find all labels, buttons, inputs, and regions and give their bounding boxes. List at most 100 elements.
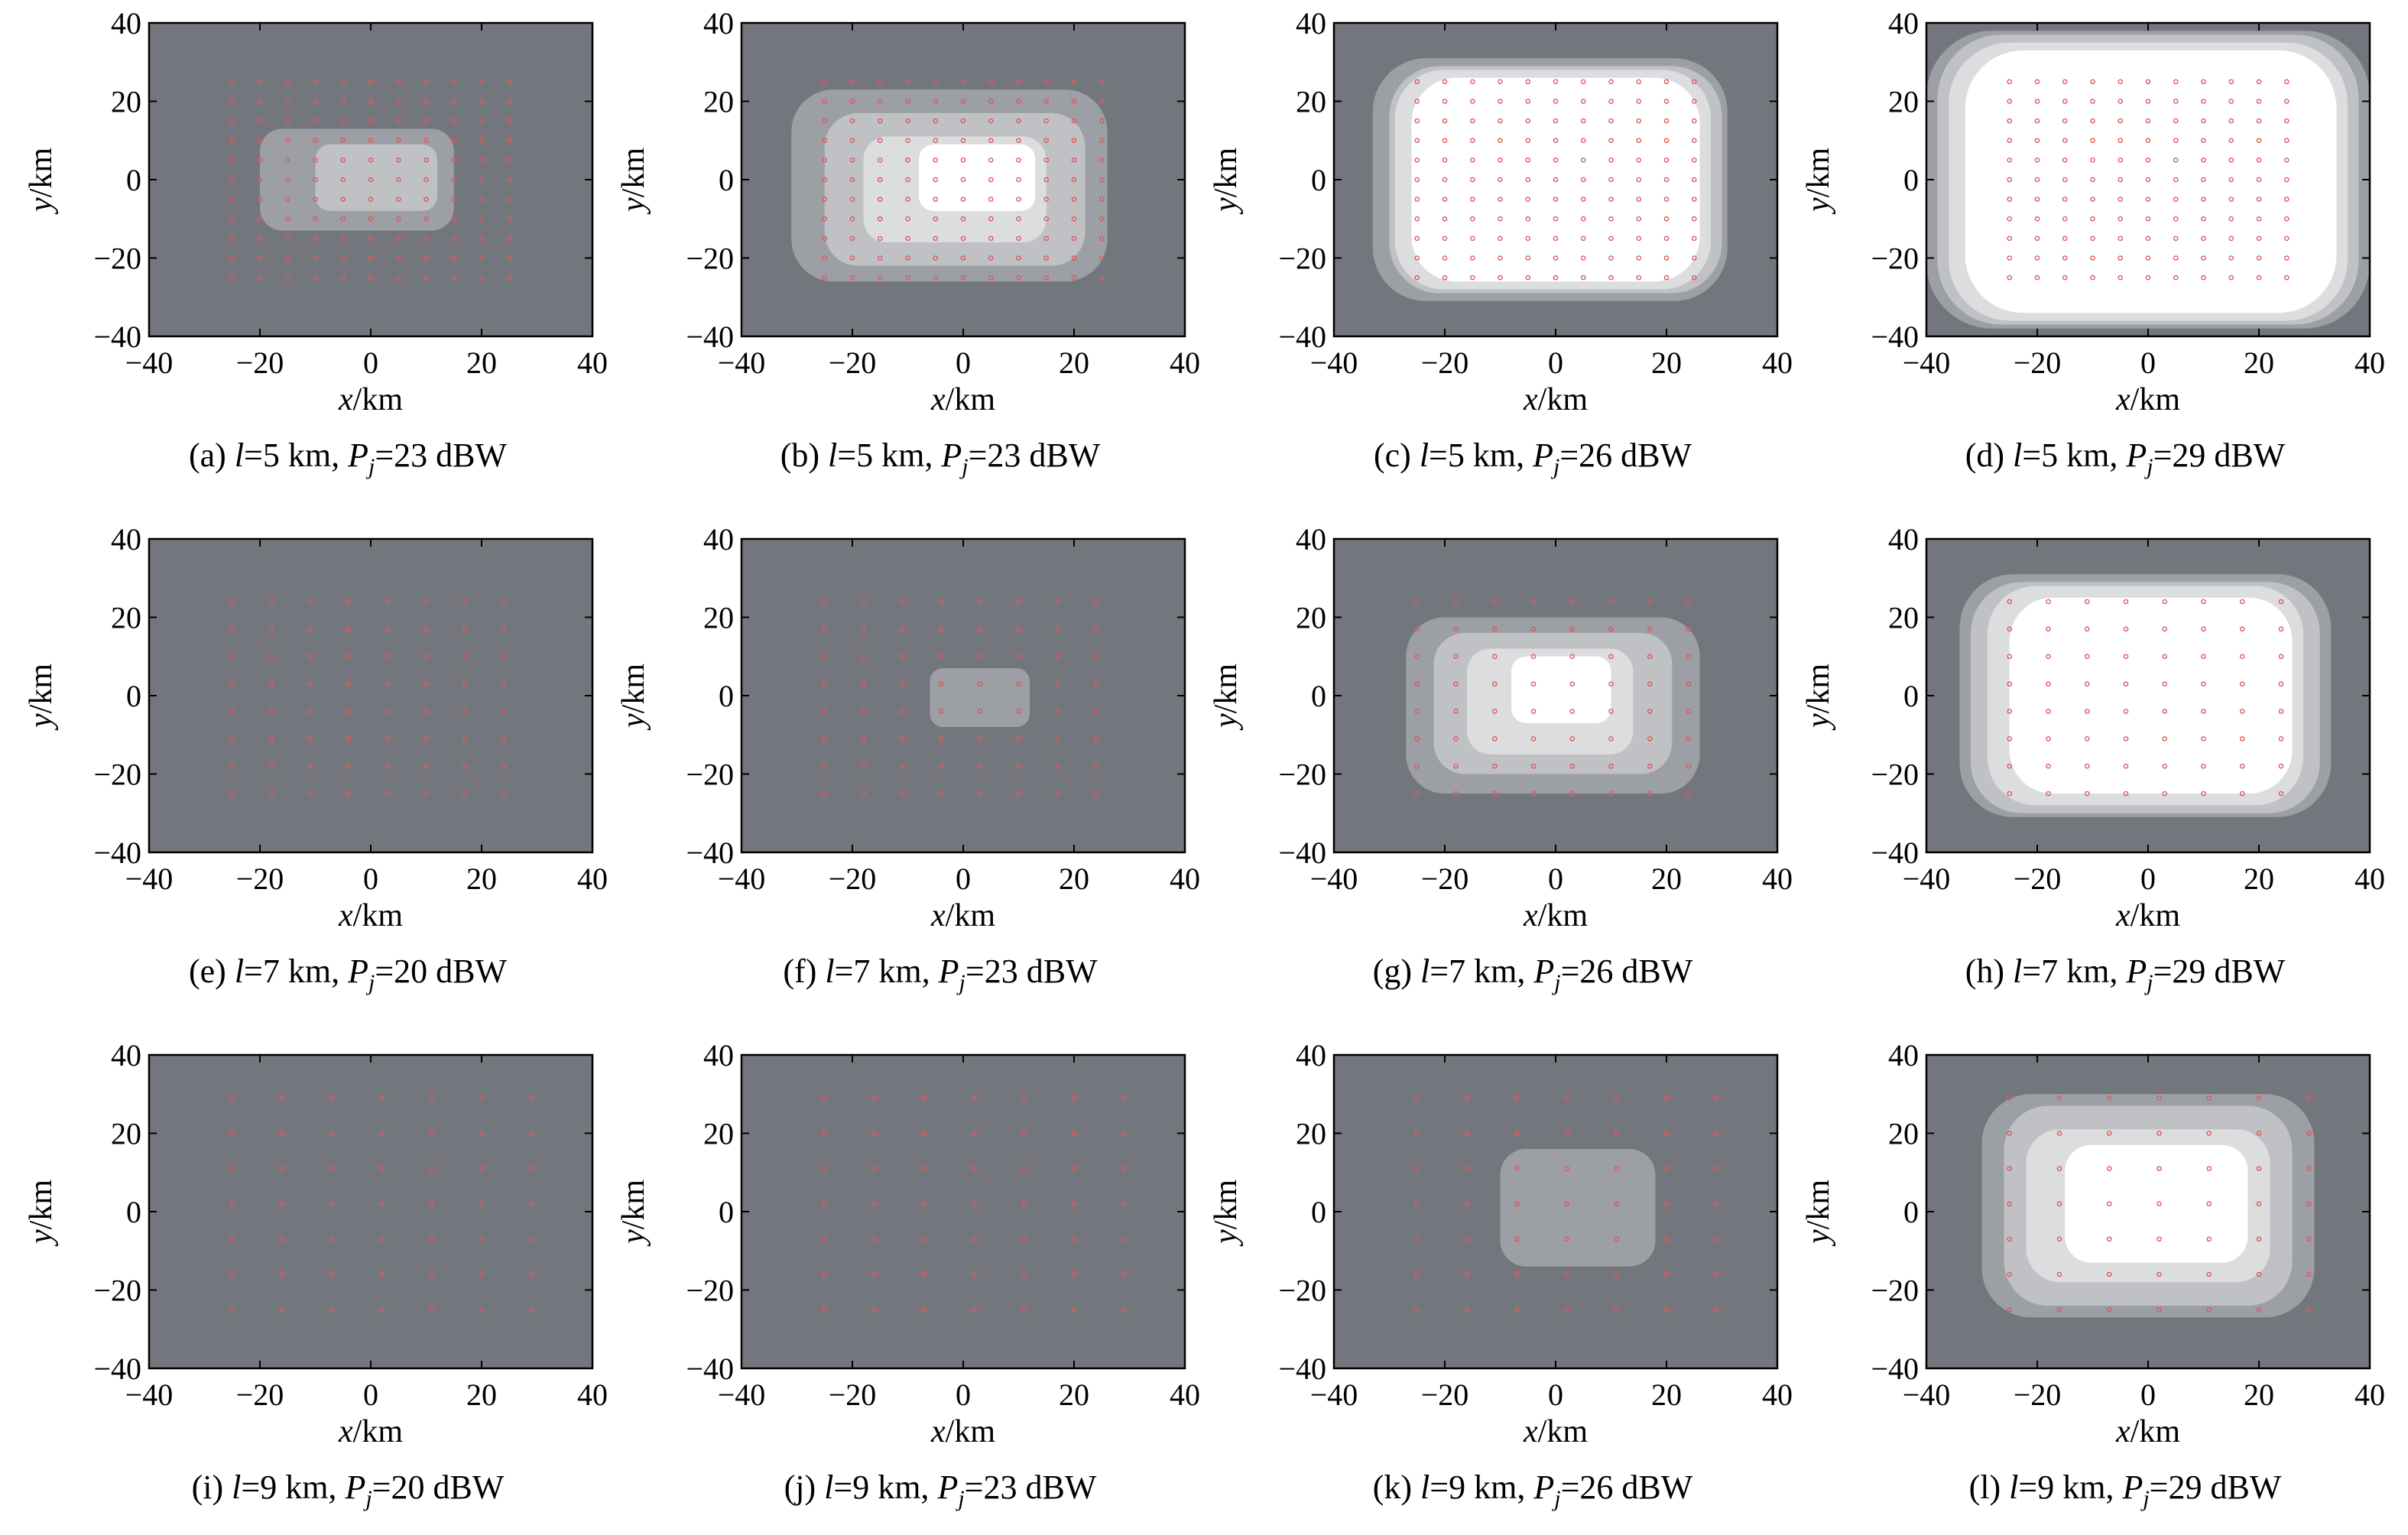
jammer-point (1580, 274, 1586, 281)
caption-l-value: =9 km, (833, 1468, 937, 1506)
y-tick-label: 40 (1296, 6, 1326, 41)
x-axis-label: x/km (930, 1414, 995, 1449)
x-tick-label: 20 (1059, 346, 1089, 380)
jammer-point (849, 79, 855, 85)
plot-background (742, 1055, 1185, 1368)
jammer-point (933, 255, 939, 261)
jammer-point (960, 79, 966, 85)
y-axis-var: y (24, 1229, 59, 1247)
jammer-point (1514, 1306, 1520, 1313)
jammer-point (1636, 274, 1642, 281)
jammer-point (1071, 1236, 1077, 1242)
jammer-point (1514, 1166, 1520, 1171)
jammer-point (479, 1131, 485, 1136)
jammer-point (429, 1271, 435, 1277)
jammer-point (229, 157, 235, 163)
jammer-point (1043, 177, 1050, 183)
jammer-point (822, 177, 828, 183)
jammer-point (2228, 99, 2234, 104)
jammer-point (1608, 255, 1614, 261)
jammer-point (1691, 255, 1697, 261)
jammer-point (1580, 177, 1586, 183)
jammer-point (368, 235, 374, 242)
caption-p-var: P (2125, 436, 2147, 474)
jammer-point (1691, 99, 1697, 104)
jammer-point (2173, 138, 2179, 144)
jammer-point (877, 235, 883, 242)
x-tick-label: 0 (1548, 1378, 1563, 1412)
caption-l-value: =7 km, (835, 952, 939, 990)
jammer-point (451, 138, 457, 144)
jammer-point (257, 255, 263, 261)
jammer-point (346, 763, 352, 769)
jammer-point (1414, 1271, 1420, 1277)
jammer-point (1663, 1306, 1670, 1313)
jammer-point (2084, 790, 2090, 797)
x-tick-label: −20 (1421, 346, 1469, 380)
x-axis-label: x/km (338, 1414, 403, 1449)
y-tick-label: −20 (1871, 242, 1919, 276)
jammer-point (307, 763, 313, 769)
jammer-point (479, 1271, 485, 1277)
y-axis-unit: /km (1209, 664, 1244, 714)
jammer-point (506, 274, 512, 281)
jammer-point (2090, 157, 2095, 163)
x-tick-label: 0 (956, 1378, 971, 1412)
jammer-point (429, 1131, 435, 1136)
jammer-point (268, 626, 274, 632)
jammer-point (1121, 1095, 1127, 1101)
jammer-point (877, 177, 883, 183)
subplot-caption: (d) l=5 km, Pj=29 dBW (1965, 436, 2286, 479)
y-tick-label: 0 (126, 679, 141, 713)
jammer-point (1614, 1131, 1620, 1136)
y-tick-label: −40 (1278, 836, 1326, 870)
jammer-point (395, 79, 401, 85)
y-tick-label: 40 (111, 6, 141, 41)
jammer-point (2007, 626, 2013, 632)
jammer-point (279, 1201, 285, 1207)
caption-p-value: =23 dBW (375, 436, 507, 474)
jammer-point (822, 196, 828, 202)
jammer-point (905, 274, 910, 281)
jammer-point (1414, 1095, 1420, 1101)
jammer-point (1569, 654, 1576, 660)
jammer-point (1469, 177, 1475, 183)
jammer-point (284, 196, 290, 202)
x-tick-label: 0 (363, 862, 378, 896)
caption-prefix: (j) (784, 1468, 825, 1506)
jammer-point (229, 177, 235, 183)
jammer-point (395, 196, 401, 202)
jammer-point (1442, 274, 1448, 281)
jammer-point (1453, 681, 1459, 686)
jammer-point (1580, 99, 1586, 104)
jammer-point (1469, 138, 1475, 144)
jammer-point (229, 1271, 235, 1277)
caption-prefix: (e) (189, 952, 235, 990)
jammer-point (849, 177, 855, 183)
jammer-point (2145, 157, 2151, 163)
jammer-point (2090, 138, 2095, 144)
jammer-point (1713, 1236, 1719, 1242)
caption-p-var: P (1533, 1468, 1554, 1506)
y-axis-var: y (1209, 713, 1244, 731)
jammer-point (1016, 790, 1021, 797)
y-tick-label: 20 (1888, 1117, 1919, 1151)
jammer-points (1414, 1095, 1719, 1313)
jammer-point (313, 255, 318, 261)
subplot-caption: (k) l=9 km, Pj=26 dBW (1373, 1468, 1693, 1511)
jammer-point (2306, 1201, 2312, 1207)
jammer-points (229, 1095, 534, 1313)
jammer-point (822, 654, 828, 660)
jammer-point (2201, 736, 2206, 742)
y-axis-unit: /km (616, 148, 651, 198)
jammer-point (229, 709, 235, 714)
jammer-point (1580, 138, 1586, 144)
y-axis-var: y (1209, 197, 1244, 215)
jammer-point (988, 216, 994, 222)
jammer-point (1553, 255, 1559, 261)
jammer-point (1469, 235, 1475, 242)
jammer-point (899, 790, 905, 797)
jammer-point (2173, 274, 2179, 281)
caption-l-var: l (1420, 952, 1430, 990)
